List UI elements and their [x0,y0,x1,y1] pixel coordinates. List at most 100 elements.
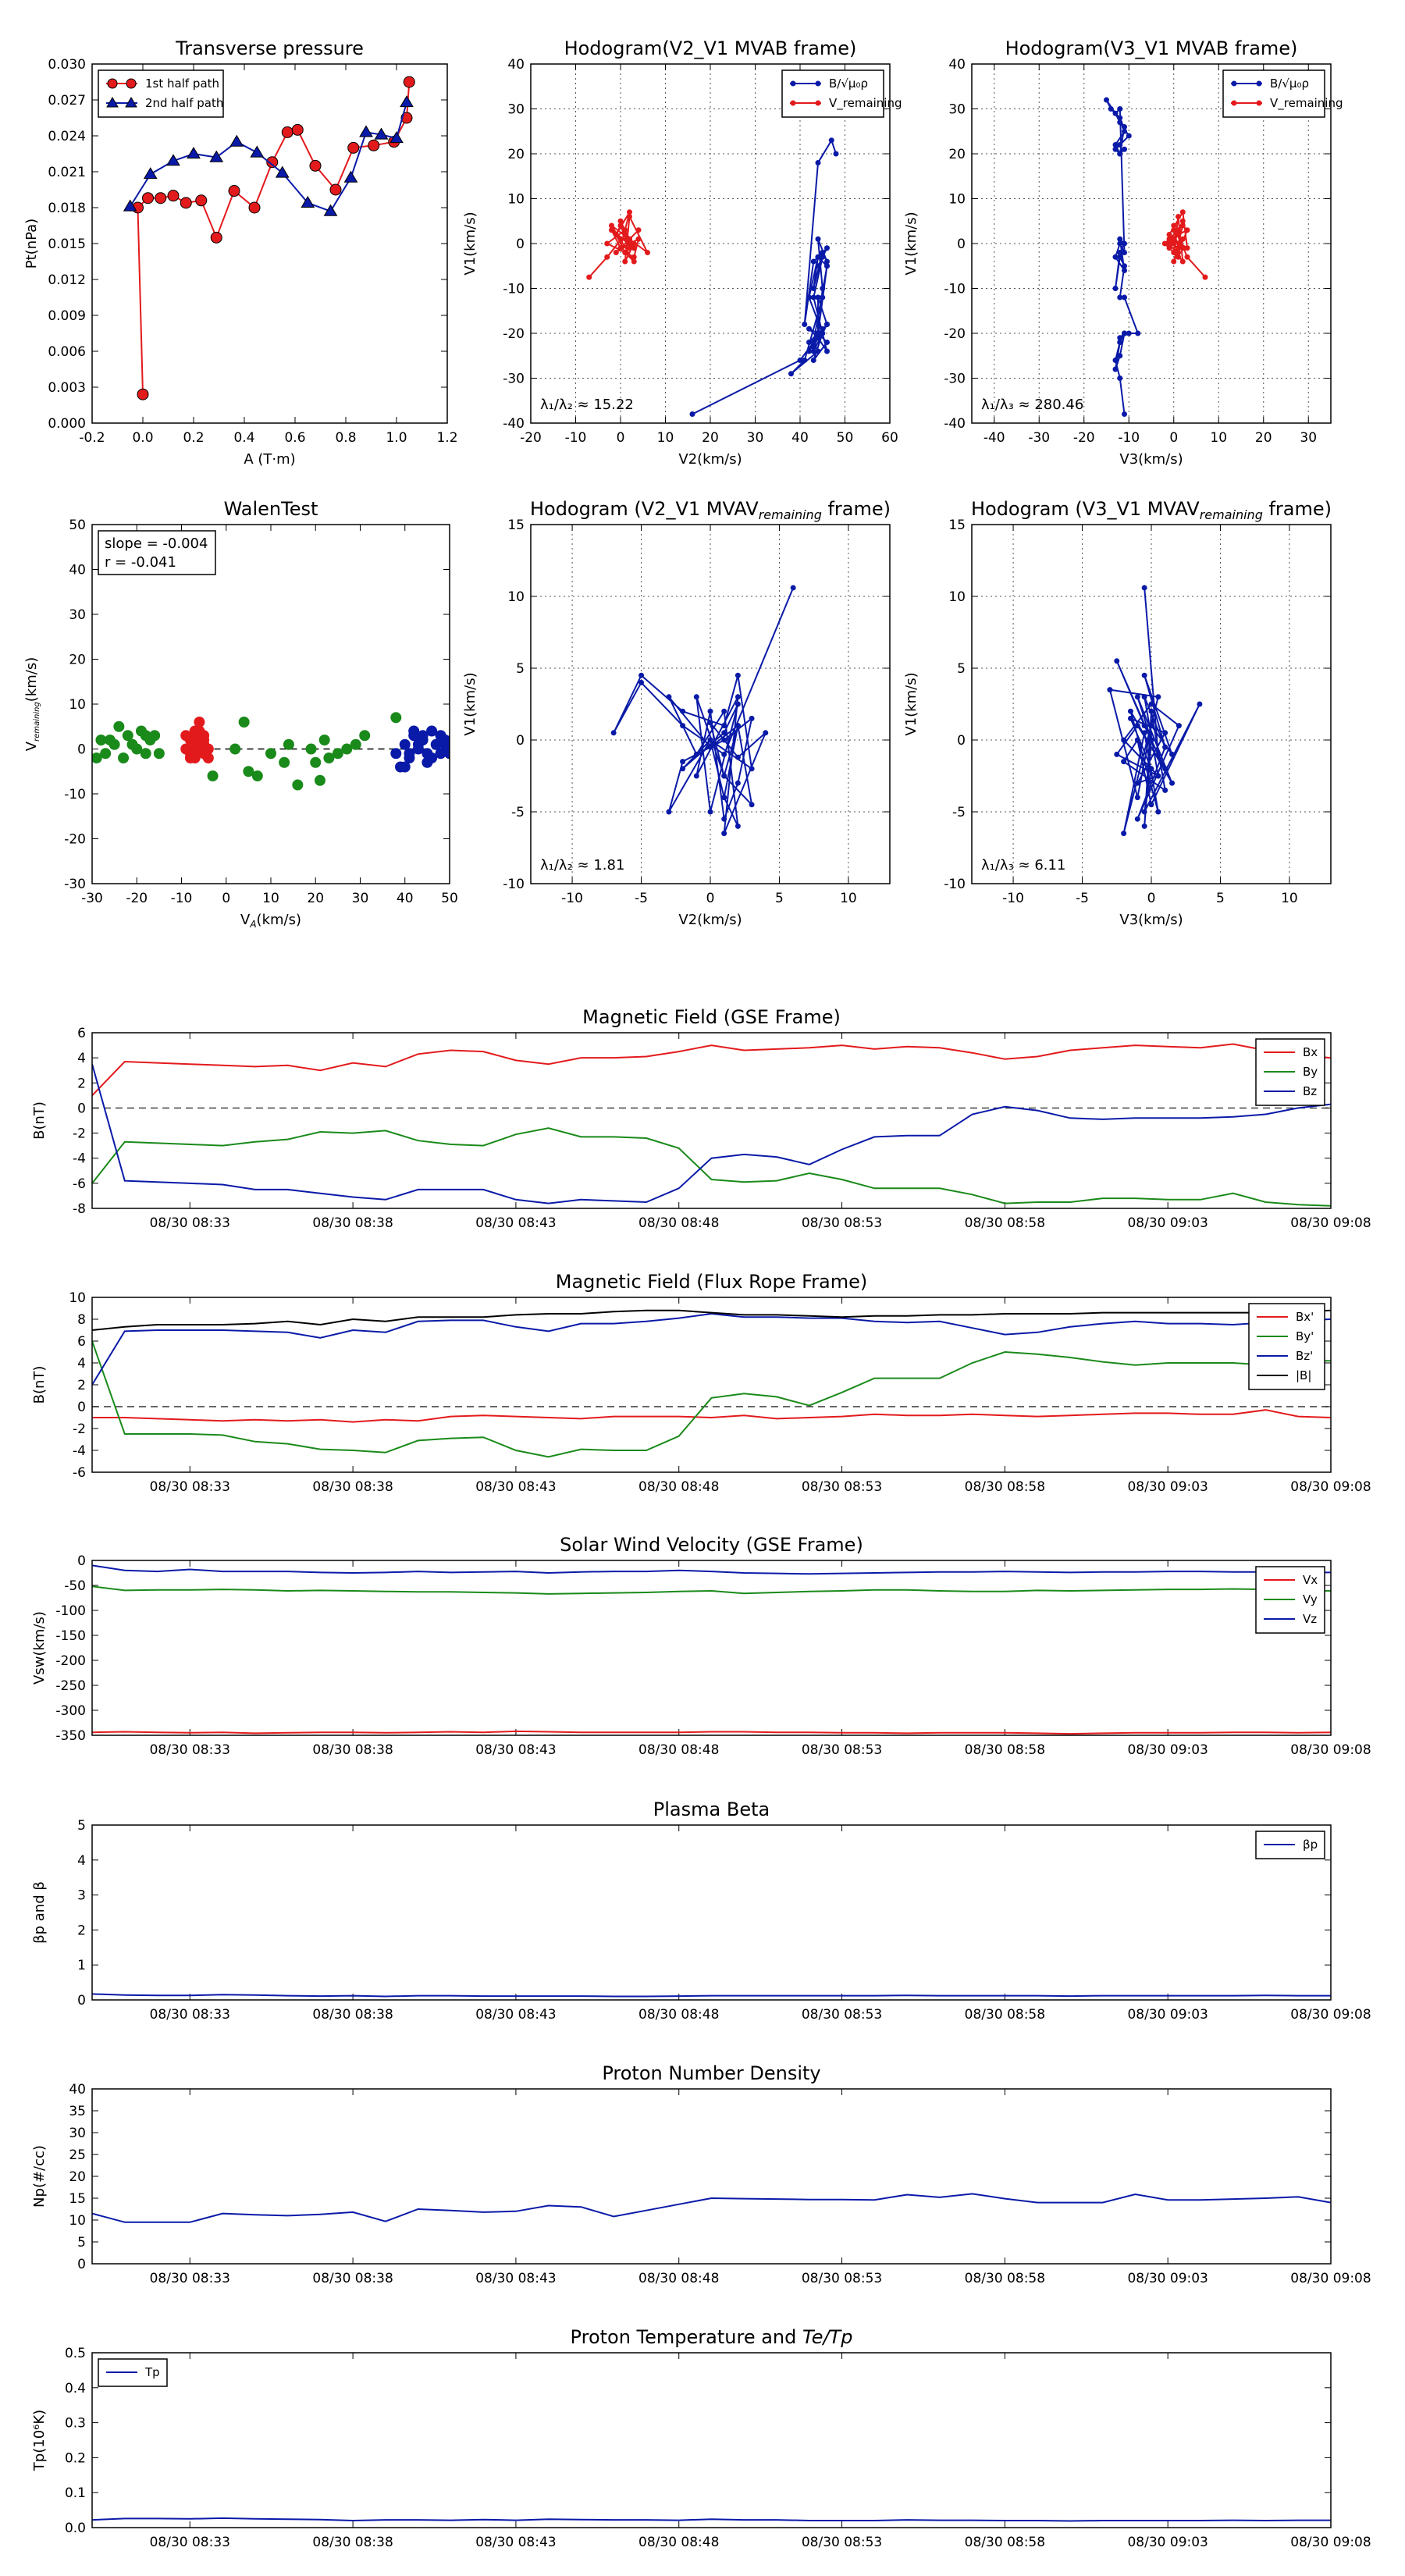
data-point [1184,227,1190,233]
data-point [1112,358,1119,363]
data-point [408,725,420,737]
y-tick-label: -200 [55,1653,86,1669]
y-tick-label: 50 [69,518,86,533]
x-tick-label: 08/30 08:38 [312,1479,393,1495]
data-point [292,779,304,791]
data-point [824,348,830,354]
data-point [617,245,624,251]
chart-h3: Hodogram (V2_V1 MVAVremaining frame) -10 -… [462,498,891,928]
x-tick-label: 0 [617,430,625,446]
legend: Vx Vy Vz [1255,1566,1325,1634]
legend-label: V_remaining [1270,96,1343,111]
data-point [666,809,672,815]
x-tick-label: -5 [1076,891,1089,906]
data-point [721,730,727,736]
x-tick-label: -30 [1028,430,1050,446]
data-point [113,720,125,732]
series-line [92,2517,1331,2522]
data-point [810,348,816,354]
data-point [749,766,755,772]
data-point [693,773,699,779]
x-tick-label: 1.0 [386,430,407,446]
annotation-text: λ₁/λ₂ ≈ 1.81 [540,857,624,873]
data-point [1134,816,1140,822]
y-tick-label: -5 [511,805,525,820]
data-point [1141,730,1147,736]
data-point [275,165,290,178]
x-tick-label: 08/30 08:33 [150,2271,230,2286]
x-tick-label: -5 [635,891,648,906]
y-tick-label: 0.015 [48,237,86,252]
x-tick-label: 08/30 08:53 [802,1215,882,1231]
data-point [1127,708,1133,714]
y-tick-label: 0 [77,1993,86,2008]
y-tick-label: -40 [503,416,525,432]
data-point [1176,214,1181,219]
data-point [631,258,637,265]
plot-area [586,137,839,417]
legend-label: |B| [1296,1368,1311,1382]
data-point [680,723,686,729]
series-line [92,1340,1331,1458]
chart-tp: Transverse pressure -0.2 0.0 0.2 0.4 0.6 0.8 1.… [23,37,458,468]
data-point [1117,236,1123,242]
legend: Bx By Bz [1255,1038,1325,1106]
data-point [359,125,373,137]
data-point [1179,258,1186,265]
legend-label: B/√μ₀ρ [829,76,868,91]
data-point [314,774,325,786]
x-tick-label: 08/30 09:03 [1127,1215,1208,1231]
y-tick-label: 0.4 [65,2381,86,2396]
data-point [721,816,727,822]
data-point [229,743,241,755]
series-line [92,2193,1331,2223]
data-point [1148,708,1154,714]
y-axis-label: Np(#/cc) [31,2145,48,2208]
data-point [721,708,727,714]
legend-label: By [1303,1065,1318,1079]
y-tick-label: 2 [77,1378,86,1393]
data-point [810,258,816,265]
x-tick-label: 08/30 08:38 [312,2007,393,2023]
x-tick-label: 0.8 [335,430,356,446]
data-point [1134,694,1140,700]
data-point [1179,209,1186,215]
data-point [815,160,821,165]
data-point [815,254,821,260]
data-point [305,743,317,755]
x-tick-label: 08/30 08:33 [150,1742,230,1758]
y-axis-label: Vsw(km/s) [31,1611,48,1685]
y-tick-label: -2 [73,1421,86,1437]
data-point [617,218,624,224]
x-axis-label: V3(km/s) [1119,912,1183,928]
y-tick-label: -30 [503,372,525,387]
data-point [820,286,826,291]
legend-marker [790,100,796,106]
data-point [1184,254,1190,260]
data-point [1179,245,1186,251]
data-point [1122,411,1127,417]
chart-bgse: Magnetic Field (GSE Frame) 08/30 08:33 08/… [31,1006,1371,1231]
data-point [1122,124,1127,130]
axes-frame [530,63,891,424]
y-tick-label: -250 [55,1678,86,1694]
data-point [1148,701,1154,707]
data-point [609,227,614,233]
data-point [281,126,293,138]
x-tick-label: 30 [747,430,764,446]
x-tick-label: 08/30 08:38 [312,2535,393,2550]
chart-tp2: Proton Temperature and Te/Tp 08/30 08:33 0… [31,2326,1371,2550]
data-point [604,254,610,260]
data-point [735,694,741,700]
y-tick-label: 0.027 [48,93,86,109]
x-tick-label: 5 [775,891,784,906]
y-tick-label: 0.006 [48,344,86,360]
annotation-text: λ₁/λ₃ ≈ 6.11 [981,857,1065,873]
axes-frame [91,2352,1332,2528]
y-tick-label: 5 [957,661,966,677]
x-tick-label: -0.2 [79,430,105,446]
data-point [707,737,713,743]
series-line [92,1043,1331,1097]
data-point [610,730,617,736]
axes-frame [971,524,1332,884]
